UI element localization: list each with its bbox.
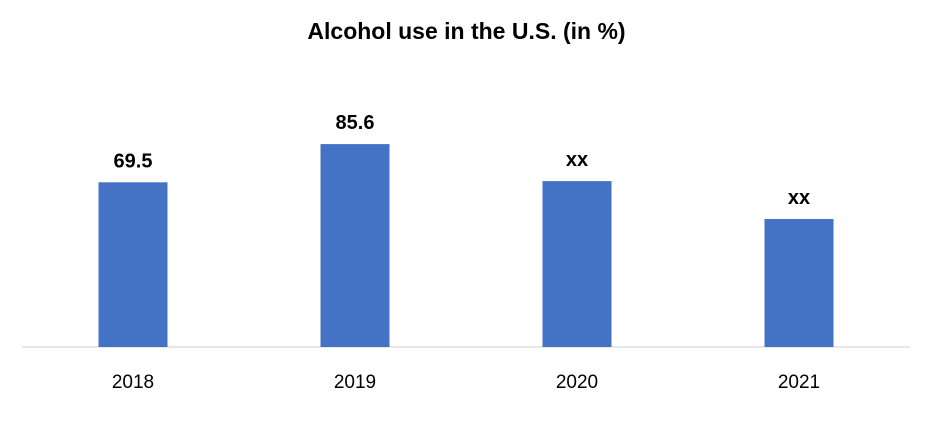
data-label-2019: 85.6 <box>336 112 375 134</box>
data-label-2020: xx <box>566 149 588 171</box>
bar-2019 <box>320 144 390 347</box>
x-tick-label-2019: 2019 <box>334 372 376 393</box>
data-label-2018: 69.5 <box>114 150 153 172</box>
data-label-2021: xx <box>788 187 810 209</box>
x-tick-labels-layer: 2018 2019 2020 2021 <box>112 372 820 393</box>
chart-title: Alcohol use in the U.S. (in %) <box>307 18 626 44</box>
bar-2020 <box>542 181 612 347</box>
x-tick-label-2021: 2021 <box>778 372 820 393</box>
data-labels-layer: 69.5 85.6 xx xx <box>114 112 811 209</box>
bar-2018 <box>98 182 168 347</box>
bar-2021 <box>764 219 834 347</box>
bars-layer <box>98 144 834 347</box>
x-tick-label-2020: 2020 <box>556 372 598 393</box>
x-tick-label-2018: 2018 <box>112 372 154 393</box>
